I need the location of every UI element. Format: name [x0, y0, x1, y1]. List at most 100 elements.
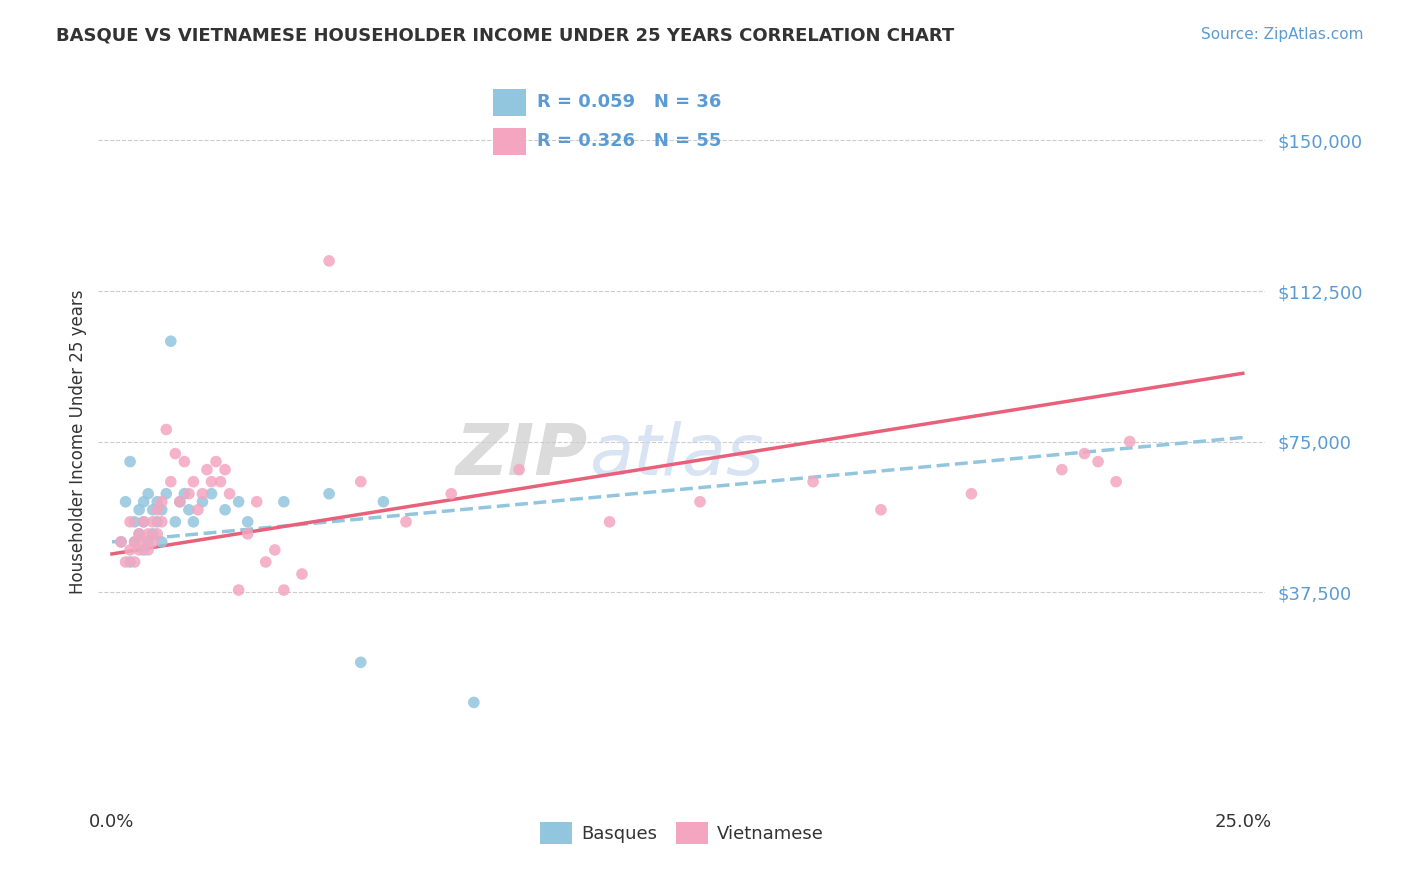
Point [214, 462, 236, 476]
Text: Source: ZipAtlas.com: Source: ZipAtlas.com [1201, 27, 1364, 42]
Point [136, 486, 159, 500]
Bar [494, 89, 526, 116]
Point [273, 494, 295, 508]
Legend: Basques, Vietnamese: Basques, Vietnamese [533, 815, 831, 852]
Point [246, 494, 269, 508]
Point [114, 555, 136, 569]
Point [191, 486, 214, 500]
Point [155, 422, 177, 436]
Point [159, 334, 181, 348]
Point [124, 515, 146, 529]
Point [146, 494, 169, 508]
Point [132, 515, 155, 529]
Text: BASQUE VS VIETNAMESE HOUSEHOLDER INCOME UNDER 25 YEARS CORRELATION CHART: BASQUE VS VIETNAMESE HOUSEHOLDER INCOME … [56, 27, 955, 45]
Point [318, 253, 340, 268]
Point [173, 486, 195, 500]
Point [146, 515, 169, 529]
Point [177, 502, 200, 516]
Point [132, 542, 155, 557]
Point [150, 515, 173, 529]
Point [191, 494, 214, 508]
Point [150, 502, 173, 516]
Point [150, 494, 173, 508]
Point [200, 475, 222, 489]
Point [165, 446, 187, 460]
Point [150, 534, 173, 549]
Point [236, 515, 259, 529]
Point [132, 494, 155, 508]
Point [350, 475, 373, 489]
Point [440, 486, 463, 500]
Point [1050, 462, 1073, 476]
Point [165, 515, 187, 529]
Point [110, 534, 132, 549]
Bar [494, 128, 526, 155]
Point [136, 534, 159, 549]
Y-axis label: Householder Income Under 25 years: Householder Income Under 25 years [69, 289, 87, 594]
Point [142, 515, 165, 529]
Point [254, 555, 277, 569]
Point [155, 486, 177, 500]
Text: R = 0.059   N = 36: R = 0.059 N = 36 [537, 94, 721, 112]
Point [183, 475, 205, 489]
Point [136, 542, 159, 557]
Point [142, 526, 165, 541]
Point [960, 486, 983, 500]
Point [200, 486, 222, 500]
Point [136, 526, 159, 541]
Point [177, 486, 200, 500]
Point [173, 454, 195, 468]
Point [132, 515, 155, 529]
Point [214, 502, 236, 516]
Point [273, 583, 295, 598]
Point [228, 583, 250, 598]
Point [318, 486, 340, 500]
Point [124, 534, 146, 549]
Text: R = 0.326   N = 55: R = 0.326 N = 55 [537, 132, 721, 150]
Point [801, 475, 824, 489]
Point [209, 475, 232, 489]
Point [1087, 454, 1109, 468]
Point [120, 454, 142, 468]
Point [373, 494, 395, 508]
Point [205, 454, 228, 468]
Point [228, 494, 250, 508]
Point [120, 515, 142, 529]
Point [128, 542, 150, 557]
Point [142, 534, 165, 549]
Point [870, 502, 893, 516]
Point [114, 494, 136, 508]
Point [128, 526, 150, 541]
Point [508, 462, 530, 476]
Point [169, 494, 191, 508]
Point [463, 696, 485, 710]
Point [146, 502, 169, 516]
Point [187, 502, 209, 516]
Point [146, 526, 169, 541]
Point [124, 534, 146, 549]
Point [218, 486, 240, 500]
Point [689, 494, 711, 508]
Text: ZIP: ZIP [457, 422, 589, 491]
Point [291, 567, 314, 582]
Point [183, 515, 205, 529]
Point [195, 462, 218, 476]
Text: atlas: atlas [589, 422, 763, 491]
Point [263, 542, 285, 557]
Point [159, 475, 181, 489]
Point [128, 526, 150, 541]
Point [120, 555, 142, 569]
Point [142, 502, 165, 516]
Point [1118, 434, 1140, 449]
Point [124, 555, 146, 569]
Point [169, 494, 191, 508]
Point [110, 534, 132, 549]
Point [120, 542, 142, 557]
Point [132, 534, 155, 549]
Point [599, 515, 621, 529]
Point [128, 502, 150, 516]
Point [1105, 475, 1128, 489]
Point [395, 515, 418, 529]
Point [236, 526, 259, 541]
Point [1073, 446, 1095, 460]
